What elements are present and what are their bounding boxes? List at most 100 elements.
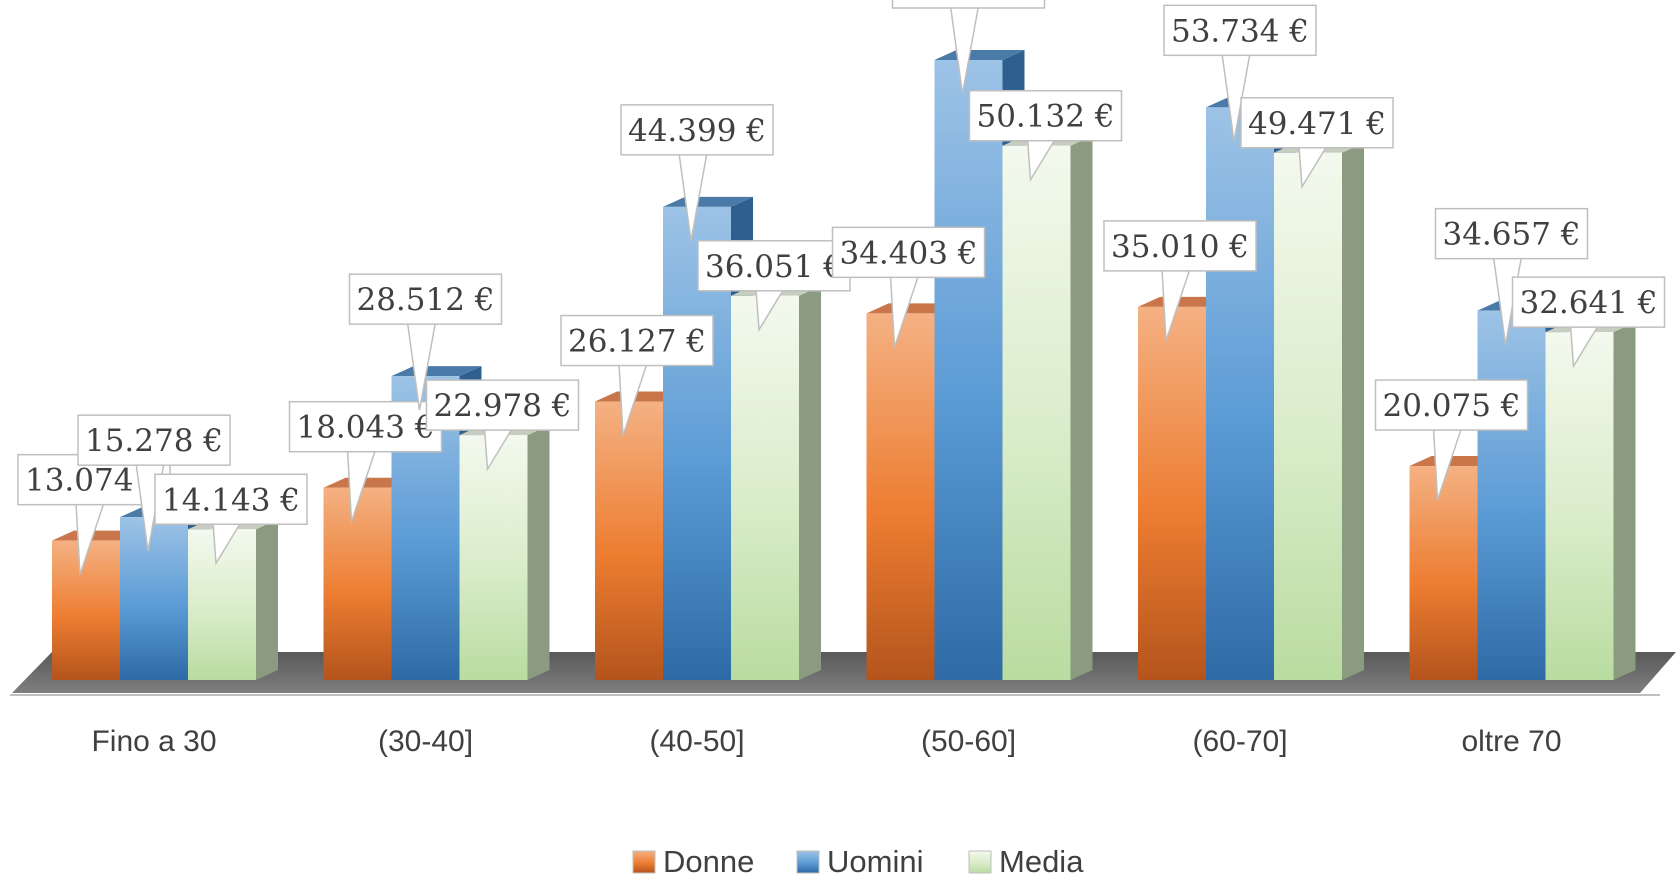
x-tick-label-1: (30-40]	[378, 725, 473, 758]
data-label-donne-1-text: 18.043 €	[296, 410, 434, 446]
data-label-uomini-0-box	[77, 414, 231, 466]
bar-front-uomini-3	[934, 60, 1003, 680]
data-label-donne-3-box	[831, 226, 986, 279]
bar-front-donne-1	[323, 487, 392, 680]
bar-front-media-3	[1002, 145, 1071, 681]
data-label-media-3: 50.132 €	[968, 89, 1123, 183]
data-label-donne-4-box	[1103, 220, 1257, 272]
bar-front-uomini-0	[120, 517, 188, 680]
bar-top-donne-0	[52, 530, 142, 541]
legend-swatch-media	[968, 850, 992, 874]
data-label-donne-5-text: 20.075 €	[1382, 388, 1520, 424]
data-label-donne-2: 26.127 €	[560, 314, 714, 436]
data-label-media-1: 22.978 €	[425, 379, 580, 472]
data-label-media-4-box	[1240, 97, 1394, 149]
bar-side-media-3	[1070, 135, 1093, 681]
data-label-media-1-text: 22.978 €	[433, 388, 571, 424]
data-label-media-2-text: 36.051 €	[705, 249, 843, 285]
bar-media-2	[731, 285, 821, 680]
legend-label-media: Media	[999, 844, 1084, 879]
bar-top-donne-1	[323, 477, 414, 488]
data-label-uomini-1-text: 28.512 €	[356, 282, 494, 318]
bar-media-5	[1545, 322, 1636, 680]
data-label-uomini-5-box	[1434, 207, 1589, 260]
data-label-donne-5-box	[1374, 379, 1529, 431]
bar-top-donne-4	[1138, 296, 1228, 307]
data-label-uomini-3-text: 58.176 €	[899, 0, 1037, 2]
x-tick-label-4: (60-70]	[1192, 725, 1287, 758]
data-label-media-0-text: 14.143 €	[162, 482, 300, 518]
data-label-media-5: 32.641 €	[1511, 276, 1666, 369]
bar-front-donne-3	[866, 313, 935, 680]
data-label-media-4: 49.471 €	[1240, 97, 1394, 190]
bar-front-donne-0	[52, 540, 120, 680]
bar-side-media-1	[527, 425, 550, 680]
data-label-uomini-2-box	[620, 104, 774, 156]
data-label-donne-3-text: 34.403 €	[839, 235, 977, 271]
bar-top-donne-2	[595, 391, 685, 402]
legend-swatch-donne	[632, 850, 656, 874]
data-label-donne-1-box	[288, 400, 443, 453]
data-label-media-3-text: 50.132 €	[976, 99, 1114, 135]
bar-side-media-4	[1342, 142, 1364, 681]
bar-front-media-1	[459, 435, 528, 680]
data-label-donne-2-box	[560, 314, 714, 367]
bar-top-donne-3	[866, 303, 957, 314]
data-label-media-2: 36.051 €	[697, 240, 851, 333]
data-label-media-0-box	[154, 473, 308, 526]
data-label-donne-3: 34.403 €	[831, 226, 986, 348]
bar-side-media-5	[1613, 322, 1636, 680]
bar-side-media-2	[799, 285, 821, 680]
bar-front-media-4	[1274, 152, 1342, 681]
bar-front-uomini-5	[1477, 310, 1546, 680]
bar-front-donne-2	[595, 401, 663, 680]
data-label-uomini-0: 15.278 €	[77, 414, 231, 552]
data-label-uomini-1: 28.512 €	[348, 273, 503, 411]
bar-media-1	[459, 425, 550, 680]
data-label-media-0: 14.143 €	[154, 473, 308, 566]
x-tick-label-2: (40-50]	[649, 725, 744, 758]
bar-side-media-0	[256, 519, 278, 680]
bar-front-uomini-4	[1206, 107, 1274, 681]
data-label-uomini-4: 53.734 €	[1163, 4, 1317, 142]
x-tick-label-0: Fino a 30	[91, 725, 216, 758]
bar-media-4	[1274, 142, 1364, 681]
bar-front-donne-5	[1409, 466, 1478, 680]
data-label-donne-1: 18.043 €	[288, 400, 443, 522]
legend-label-uomini: Uomini	[827, 844, 923, 879]
legend-swatch-uomini	[796, 850, 820, 874]
data-label-uomini-2-text: 44.399 €	[628, 113, 766, 149]
data-label-donne-5: 20.075 €	[1374, 379, 1529, 501]
legend-item-uomini: Uomini	[796, 844, 923, 879]
data-label-uomini-0-text: 15.278 €	[85, 423, 223, 459]
data-label-media-4-text: 49.471 €	[1248, 106, 1386, 142]
legend-label-donne: Donne	[663, 844, 754, 879]
data-label-uomini-4-box	[1163, 4, 1317, 57]
data-label-media-5-box	[1511, 276, 1666, 328]
x-tick-label-5: oltre 70	[1461, 725, 1561, 758]
legend-item-media: Media	[968, 844, 1084, 879]
data-label-donne-4-text: 35.010 €	[1111, 229, 1249, 265]
data-label-donne-2-text: 26.127 €	[568, 324, 706, 360]
data-label-donne-4: 35.010 €	[1103, 220, 1257, 342]
data-label-uomini-3-box	[891, 0, 1046, 9]
bar-top-donne-5	[1409, 456, 1500, 467]
data-label-uomini-2: 44.399 €	[620, 104, 774, 241]
bar-media-0	[188, 519, 278, 680]
data-label-media-3-box	[968, 89, 1123, 142]
data-label-media-1-box	[425, 379, 580, 431]
data-label-uomini-5-text: 34.657 €	[1442, 217, 1580, 253]
bar-front-media-2	[731, 295, 799, 680]
bar-front-media-5	[1545, 332, 1614, 680]
bar-media-3	[1002, 135, 1093, 681]
data-label-uomini-3: 58.176 €	[891, 0, 1046, 95]
data-label-media-5-text: 32.641 €	[1519, 285, 1657, 321]
x-tick-label-3: (50-60]	[921, 725, 1016, 758]
legend-item-donne: Donne	[632, 844, 754, 879]
data-label-uomini-4-text: 53.734 €	[1171, 13, 1309, 49]
data-label-uomini-1-box	[348, 273, 503, 325]
data-label-media-2-box	[697, 240, 851, 292]
bar-front-donne-4	[1138, 306, 1206, 680]
